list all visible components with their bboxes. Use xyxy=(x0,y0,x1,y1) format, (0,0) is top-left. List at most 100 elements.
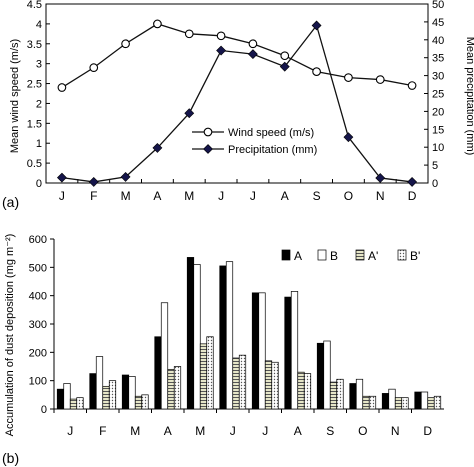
panel-a-x-tick-label: N xyxy=(376,189,385,203)
legend-label-series-3: B' xyxy=(410,249,420,263)
wind-speed-point xyxy=(344,73,353,82)
panel-a-x-tick-label: S xyxy=(313,189,321,203)
bar-series-2-A xyxy=(167,368,175,410)
bar-series-0-A xyxy=(154,336,162,410)
panel-a-plot-frame xyxy=(45,3,429,184)
legend-precip-label: Precipitation (mm) xyxy=(228,144,317,156)
legend-wind-marker xyxy=(203,127,213,137)
panel-a-left-tick-label: 4 xyxy=(36,19,42,31)
panel-b-x-tick-label: O xyxy=(358,424,367,438)
precipitation-point xyxy=(407,177,418,187)
precipitation-point xyxy=(279,61,290,72)
bar-series-1-J xyxy=(258,292,266,410)
panel-a-x-tick-label: A xyxy=(153,189,161,203)
panel-a-left-tick-label: 1 xyxy=(36,138,42,150)
panel-b-y-tick-label: 600 xyxy=(29,234,47,246)
bar-series-1-J xyxy=(225,261,234,410)
panel-a-right-tick-label: 15 xyxy=(432,124,444,136)
bar-series-0-J xyxy=(219,265,227,410)
panel-a-left-tick-label: 1.5 xyxy=(27,118,42,130)
panel-a-right-tick-label: 20 xyxy=(432,106,444,118)
bar-series-0-N xyxy=(381,393,390,410)
bar-series-3-J xyxy=(238,354,247,410)
bar-series-2-J xyxy=(69,398,78,410)
panel-b-x-tick-label: S xyxy=(326,424,334,438)
panel-a-left-tick-label: 2.5 xyxy=(27,79,42,91)
panel-a-right-tick-label: 5 xyxy=(432,160,438,172)
panel-a-line-chart: (a) Mean wind speed (m/s) Mean precipita… xyxy=(2,0,474,210)
panel-a-right-tick-label: 45 xyxy=(432,17,444,29)
panel-a-right-tick-label: 40 xyxy=(432,35,444,47)
bar-series-0-A xyxy=(284,296,292,410)
panel-a-right-tick-label: 0 xyxy=(432,178,438,190)
wind-speed-point xyxy=(57,83,67,92)
panel-a-right-tick-label: 30 xyxy=(432,71,444,83)
legend-label-series-1: B xyxy=(330,249,338,263)
bar-series-1-F xyxy=(95,356,104,410)
wind-speed-point xyxy=(89,63,99,72)
bar-series-1-A xyxy=(290,291,299,410)
bar-series-3-S xyxy=(336,378,344,410)
panel-a-x-tick-label: M xyxy=(184,189,194,203)
precipitation-point xyxy=(375,173,386,183)
panel-b-x-tick-label: M xyxy=(130,424,140,438)
bar-series-1-S xyxy=(323,340,331,410)
bar-series-3-J xyxy=(271,361,279,410)
panel-a-left-tick-label: 0.5 xyxy=(27,158,42,170)
panel-a-x-tick-label: A xyxy=(281,189,289,203)
panel-a-left-axis-label: Mean wind speed (m/s) xyxy=(9,39,21,153)
precipitation-series-line xyxy=(61,24,413,183)
panel-a-x-tick-label: F xyxy=(90,189,97,203)
wind-speed-point xyxy=(153,19,162,29)
wind-speed-point xyxy=(184,29,194,39)
bar-series-0-D xyxy=(414,391,422,410)
bar-series-0-F xyxy=(89,373,97,410)
bar-series-3-M xyxy=(206,336,214,410)
wind-speed-point xyxy=(280,51,290,61)
bar-series-0-S xyxy=(316,342,325,410)
bar-series-0-J xyxy=(56,388,65,410)
panel-a-left-tick-label: 4.5 xyxy=(27,0,42,11)
panel-a-x-tick-label: M xyxy=(121,189,131,203)
panel-a-left-tick-label: 2 xyxy=(36,98,42,110)
precipitation-point xyxy=(88,177,99,187)
wind-speed-series-line xyxy=(61,23,413,89)
panel-a-x-tick-label: J xyxy=(250,189,256,203)
panel-b-y-tick-label: 0 xyxy=(41,404,47,416)
bar-series-0-J xyxy=(251,292,260,410)
panel-b-x-tick-label: M xyxy=(195,424,205,438)
panel-a-x-tick-label: O xyxy=(344,189,353,203)
panel-b-x-tick-label: A xyxy=(294,424,302,438)
bar-series-1-M xyxy=(193,264,201,410)
legend-label-series-0: A xyxy=(294,249,302,263)
legend-swatch-series-0 xyxy=(281,249,291,261)
panel-b-x-tick-label: D xyxy=(423,424,432,438)
bar-series-3-O xyxy=(368,395,377,410)
bar-series-2-F xyxy=(102,385,110,410)
panel-a-right-tick-label: 35 xyxy=(432,53,444,65)
panel-a-right-tick-label: 25 xyxy=(432,89,444,101)
precipitation-point xyxy=(311,20,322,31)
panel-a-left-tick-label: 0 xyxy=(36,178,42,190)
bar-series-1-N xyxy=(388,388,396,410)
panel-b-x-tick-label: A xyxy=(164,424,172,438)
bar-series-2-N xyxy=(394,397,403,410)
bar-series-2-M xyxy=(199,343,208,410)
panel-a-x-tick-label: J xyxy=(59,189,65,203)
panel-a-x-tick-label: J xyxy=(218,189,224,203)
bar-series-2-D xyxy=(427,397,435,410)
panel-a-right-tick-label: 50 xyxy=(432,0,444,11)
bar-series-3-A xyxy=(173,366,182,410)
panel-b-bar-chart: (b) Accumulation of dust deposition (mg … xyxy=(2,234,444,466)
panel-a-left-tick-label: 3.5 xyxy=(27,39,42,51)
panel-a-right-tick-label: 10 xyxy=(432,142,444,154)
wind-speed-point xyxy=(407,81,417,90)
panel-b-x-tick-label: J xyxy=(262,424,268,438)
panel-b-x-tick-label: N xyxy=(391,424,400,438)
panel-a-label: (a) xyxy=(2,194,19,210)
bar-series-2-A xyxy=(297,371,305,410)
wind-speed-point xyxy=(216,31,226,41)
legend-swatch-series-2 xyxy=(355,249,365,261)
bar-series-1-D xyxy=(420,391,429,410)
bar-series-3-F xyxy=(108,380,117,410)
